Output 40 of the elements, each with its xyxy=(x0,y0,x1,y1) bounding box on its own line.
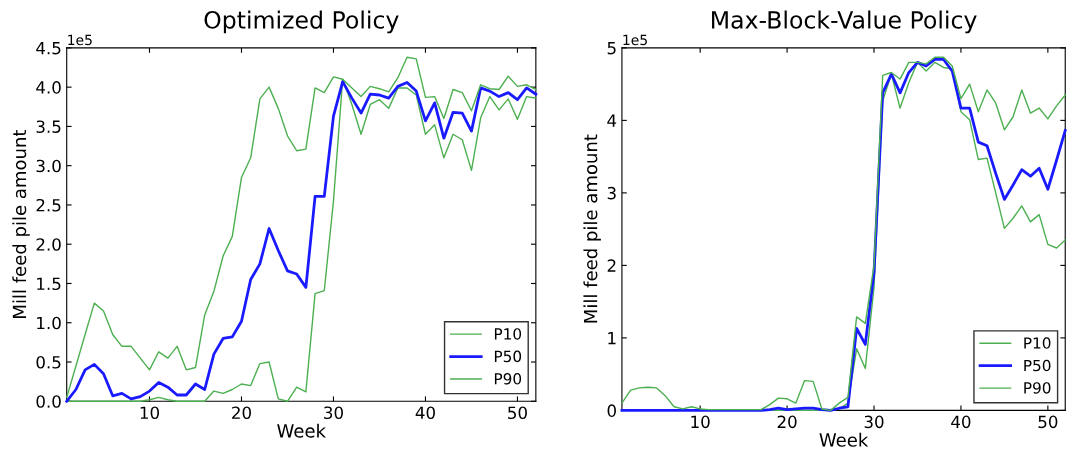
legend-label: P50 xyxy=(1024,359,1051,372)
y-axis-title: Mill feed pile amount xyxy=(583,134,601,323)
y-tick-label: 1 xyxy=(608,332,616,345)
x-axis-title: Week xyxy=(819,432,869,447)
y-axis-title: Mill feed pile amount xyxy=(12,129,30,318)
x-axis-title: Week xyxy=(277,423,326,438)
x-tick-label: 50 xyxy=(508,406,527,420)
y-tick-label: 1.5 xyxy=(37,277,61,291)
y-tick-label: 2 xyxy=(607,259,616,272)
x-tick-label: 40 xyxy=(951,415,971,429)
x-tick-label: 30 xyxy=(864,415,884,429)
y-tick-label: 3 xyxy=(607,186,616,200)
y-tick-label: 2.5 xyxy=(36,198,61,212)
y-tick-label: 3.5 xyxy=(36,120,61,133)
text: 1e5 xyxy=(68,34,92,46)
y-tick-label: 3.0 xyxy=(36,159,61,173)
y-tick-label: 0.5 xyxy=(36,355,61,369)
legend-label: P90 xyxy=(494,373,522,385)
x-tick-label: 20 xyxy=(232,406,251,420)
x-tick-label: 20 xyxy=(777,415,797,429)
chart-title: Max-Block-Value Policy xyxy=(712,10,977,34)
y-tick-label: 4.0 xyxy=(36,81,61,94)
y-tick-label: 2.0 xyxy=(36,238,61,251)
x-tick-label: 50 xyxy=(1038,415,1058,429)
y-tick-label: 5 xyxy=(607,42,616,55)
x-tick-label: 40 xyxy=(415,406,435,420)
x-tick-label: 10 xyxy=(140,406,159,420)
x-tick-label: 10 xyxy=(691,415,710,429)
legend-label: P50 xyxy=(494,350,522,363)
legend-label: P90 xyxy=(1024,382,1051,394)
y-tick-label: 0.0 xyxy=(36,395,61,408)
x-tick-label: 30 xyxy=(324,406,343,420)
chart-title: Optimized Policy xyxy=(204,10,399,34)
y-tick-label: 1.0 xyxy=(37,316,61,330)
legend-label: P10 xyxy=(1024,337,1051,349)
legend-label: P10 xyxy=(494,328,522,340)
y-tick-label: 4 xyxy=(607,114,617,127)
y-tick-label: 0 xyxy=(607,404,616,417)
y-tick-label: 4.5 xyxy=(36,42,61,55)
text: 1e5 xyxy=(623,34,647,46)
